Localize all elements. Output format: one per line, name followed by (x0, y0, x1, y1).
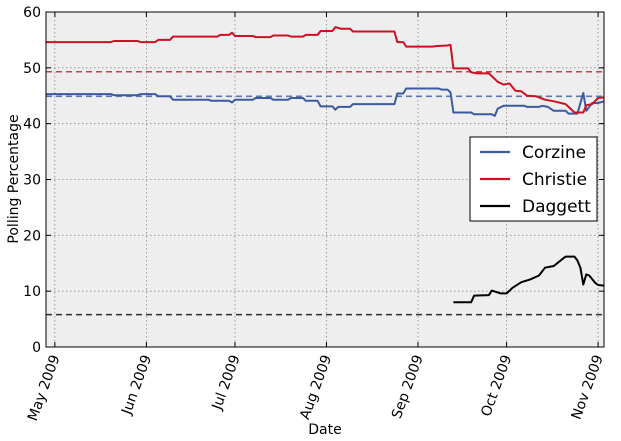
legend-label-corzine: Corzine (522, 143, 586, 163)
x-tick-label: Jul 2009 (209, 353, 244, 413)
y-tick-label: 40 (23, 117, 41, 133)
series-line-christie (46, 26, 605, 114)
series-line-corzine (46, 87, 605, 117)
y-tick-label: 50 (23, 61, 41, 77)
x-tick-label: Sep 2009 (389, 353, 427, 421)
x-tick-label: Nov 2009 (569, 353, 607, 422)
x-tick-label: Oct 2009 (478, 353, 515, 419)
series-lines (46, 26, 605, 304)
y-tick-label: 60 (23, 5, 41, 21)
series-line-daggett (453, 255, 605, 304)
x-tick-label: Aug 2009 (297, 353, 335, 422)
grid (46, 12, 604, 347)
y-tick-label: 10 (23, 284, 41, 300)
y-axis: 0 10 20 30 40 50 60 (23, 5, 604, 356)
y-tick-label: 20 (23, 228, 41, 244)
x-tick-label: Jun 2009 (119, 353, 156, 418)
y-tick-label: 0 (32, 340, 41, 356)
legend: Corzine Christie Daggett (469, 136, 598, 222)
y-tick-label: 30 (23, 173, 41, 189)
average-lines (46, 70, 604, 316)
x-tick-label: May 2009 (25, 353, 64, 423)
y-axis-title: Polling Percentage (6, 114, 22, 243)
x-axis-title: Date (308, 422, 341, 438)
legend-label-daggett: Daggett (522, 197, 591, 217)
legend-label-christie: Christie (522, 170, 587, 190)
